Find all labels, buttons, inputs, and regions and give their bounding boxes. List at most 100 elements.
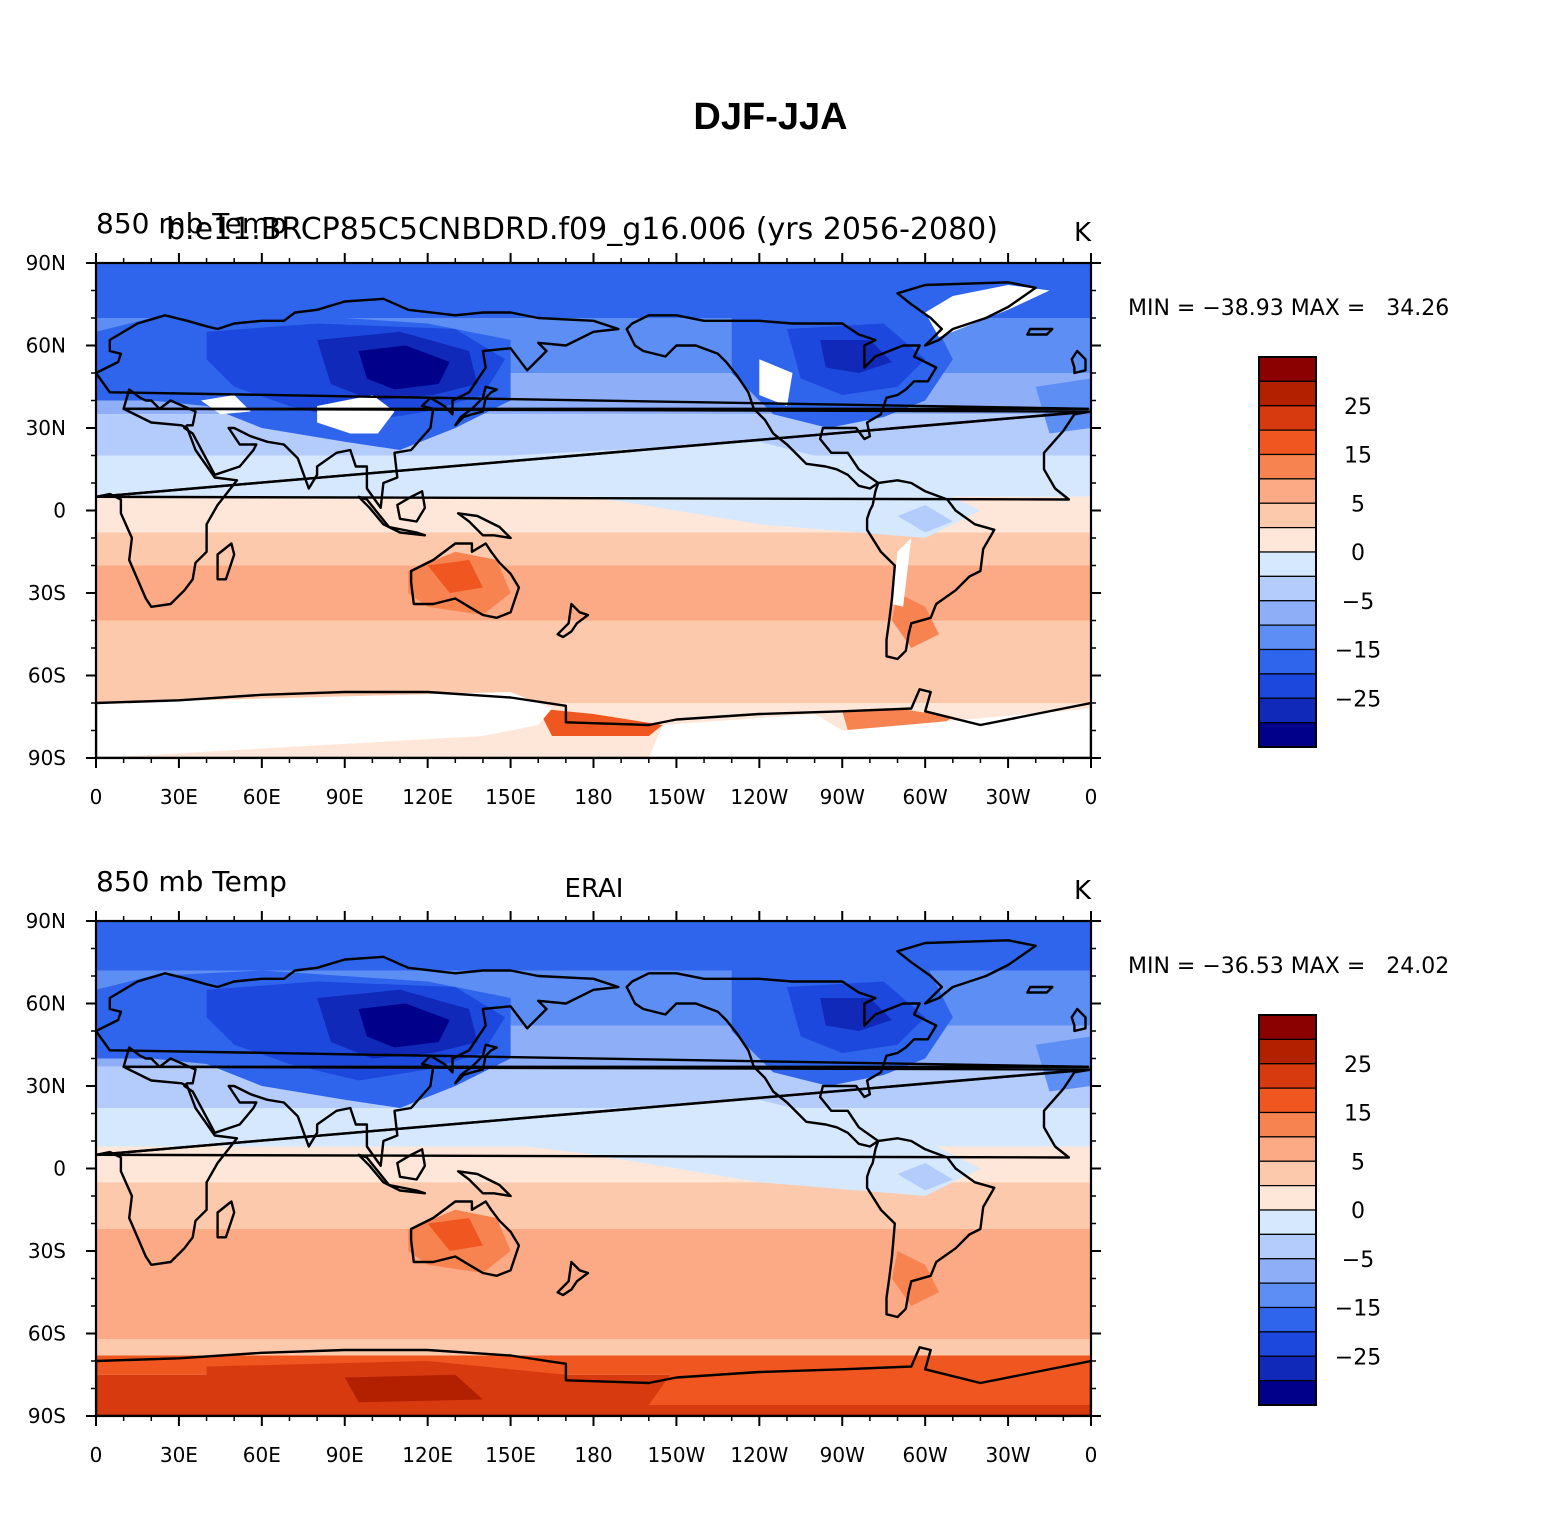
latitude-tick-label: 0 bbox=[53, 1157, 66, 1181]
coastlines bbox=[96, 281, 1091, 758]
min-max-stats-erai: MIN = −36.53 MAX = 24.02 bbox=[1128, 954, 1450, 979]
colorbar: 25 15 5 0 −5 −15 −25 bbox=[1258, 1014, 1381, 1406]
colorbar-label: 25 bbox=[1344, 1053, 1372, 1078]
temperature-contour-region bbox=[96, 1229, 1091, 1284]
left-string: 850 mb Temp bbox=[96, 865, 287, 898]
coastline-africa bbox=[96, 407, 1090, 608]
coastline-madagascar bbox=[216, 1200, 236, 1239]
colorbar-label: 5 bbox=[1351, 1150, 1365, 1175]
colorbar-swatch bbox=[1258, 1087, 1317, 1114]
temperature-contour-region bbox=[344, 1374, 483, 1403]
coastline-indonesia bbox=[357, 495, 427, 537]
missing-data-region bbox=[925, 285, 1050, 338]
temperature-field bbox=[96, 921, 1091, 1416]
units-string: K bbox=[1074, 876, 1092, 906]
colorbar-swatch bbox=[1258, 356, 1317, 382]
longitude-tick-label: 120W bbox=[730, 785, 788, 809]
latitude-tick-label: 60N bbox=[26, 334, 66, 358]
longitude-tick-label: 90E bbox=[326, 1443, 364, 1467]
missing-data-region bbox=[648, 708, 1091, 758]
coastline-uk bbox=[1070, 349, 1087, 375]
coastline-indonesia bbox=[357, 1153, 427, 1195]
temperature-field bbox=[96, 263, 1091, 758]
colorbar-swatch bbox=[1258, 673, 1317, 699]
colorbar-swatch bbox=[1258, 527, 1317, 553]
colorbar-label: −5 bbox=[1342, 590, 1374, 615]
map-panel-model: 90N 60N 30N 0 30S 60S 90S 0 30E 60E 90E 120E 150E 180… bbox=[26, 207, 1382, 809]
left-string: 850 mb Temp bbox=[96, 207, 287, 240]
longitude-tick-label: 120E bbox=[402, 1443, 453, 1467]
colorbar-swatch bbox=[1258, 1136, 1317, 1162]
coastline-antarctica bbox=[96, 688, 1091, 758]
longitude-tick-label: 180 bbox=[574, 785, 612, 809]
coastline-greenland bbox=[896, 939, 1037, 1005]
colorbar-swatch bbox=[1258, 1185, 1317, 1211]
latitude-tick-label: 30N bbox=[26, 416, 66, 440]
colorbar-label: −5 bbox=[1342, 1248, 1374, 1273]
colorbar-swatch bbox=[1258, 1160, 1317, 1187]
longitude-tick-label: 60W bbox=[903, 785, 948, 809]
coastline-borneo bbox=[396, 1148, 427, 1181]
colorbar-swatch bbox=[1258, 502, 1317, 529]
colorbar-swatch bbox=[1258, 1355, 1317, 1382]
temperature-contour-region bbox=[96, 620, 1091, 670]
colorbar-label: 5 bbox=[1351, 492, 1365, 517]
temperature-contour-region bbox=[96, 1339, 1091, 1356]
coastline-eurasia bbox=[96, 297, 1090, 509]
latitude-tick-label: 60S bbox=[28, 1322, 66, 1346]
colorbar-swatch bbox=[1258, 648, 1317, 675]
temperature-contour-region bbox=[1035, 1036, 1091, 1092]
colorbar-swatch bbox=[1258, 1111, 1317, 1138]
coastline-westafrica bbox=[96, 1068, 1091, 1159]
colorbar-label: 0 bbox=[1351, 541, 1365, 566]
missing-data-region bbox=[317, 395, 395, 434]
longitude-tick-label: 150W bbox=[647, 1443, 705, 1467]
longitude-tick-label: 0 bbox=[1085, 785, 1098, 809]
coastline-namerica bbox=[625, 314, 938, 490]
temperature-contour-region bbox=[427, 560, 483, 593]
colorbar-swatch bbox=[1258, 600, 1317, 626]
coastline-namerica bbox=[625, 972, 938, 1148]
colorbar-label: −15 bbox=[1335, 1297, 1381, 1322]
temperature-contour-region bbox=[96, 921, 1091, 971]
colorbar-label: −25 bbox=[1335, 687, 1381, 712]
colorbar-swatch bbox=[1258, 1209, 1317, 1235]
longitude-tick-label: 30W bbox=[985, 785, 1030, 809]
missing-data-region bbox=[892, 538, 912, 607]
colorbar-swatch bbox=[1258, 1014, 1317, 1040]
colorbar-swatch bbox=[1258, 453, 1317, 480]
colorbar-swatch bbox=[1258, 697, 1317, 724]
coastline-eurasia bbox=[96, 955, 1090, 1167]
center-string: ERAI bbox=[565, 874, 624, 904]
coastline-australia bbox=[409, 542, 521, 619]
latitude-tick-label: 90N bbox=[26, 251, 66, 275]
temperature-contour-region bbox=[820, 340, 892, 373]
colorbar-swatch bbox=[1258, 1282, 1317, 1309]
longitude-tick-label: 90E bbox=[326, 785, 364, 809]
latitude-tick-label: 30S bbox=[28, 581, 66, 605]
figure-title: DJF-JJA bbox=[693, 96, 848, 138]
colorbar-swatch bbox=[1258, 575, 1317, 602]
longitude-tick-label: 30E bbox=[160, 785, 198, 809]
longitude-tick-label: 150W bbox=[647, 785, 705, 809]
longitude-tick-label: 180 bbox=[574, 1443, 612, 1467]
colorbar-swatch bbox=[1258, 1306, 1317, 1333]
colorbar-swatch bbox=[1258, 380, 1317, 407]
colorbar-label: −25 bbox=[1335, 1345, 1381, 1370]
longitude-tick-label: 60W bbox=[903, 1443, 948, 1467]
temperature-contour-region bbox=[96, 670, 1091, 703]
coastline-japan bbox=[454, 1043, 498, 1085]
coastline-samerica bbox=[865, 1137, 996, 1319]
colorbar-swatch bbox=[1258, 1331, 1317, 1357]
temperature-contour-region bbox=[892, 1251, 939, 1306]
coastline-ng bbox=[456, 512, 512, 540]
colorbar-label: 0 bbox=[1351, 1199, 1365, 1224]
longitude-tick-label: 150E bbox=[485, 1443, 536, 1467]
colorbar-swatch bbox=[1258, 624, 1317, 651]
colorbar-swatch bbox=[1258, 551, 1317, 577]
longitude-tick-label: 0 bbox=[90, 1443, 103, 1467]
colorbar-swatch bbox=[1258, 429, 1317, 456]
colorbar-swatch bbox=[1258, 478, 1317, 504]
coastline-africa bbox=[96, 1065, 1090, 1266]
coastline-uk bbox=[1070, 1007, 1087, 1033]
